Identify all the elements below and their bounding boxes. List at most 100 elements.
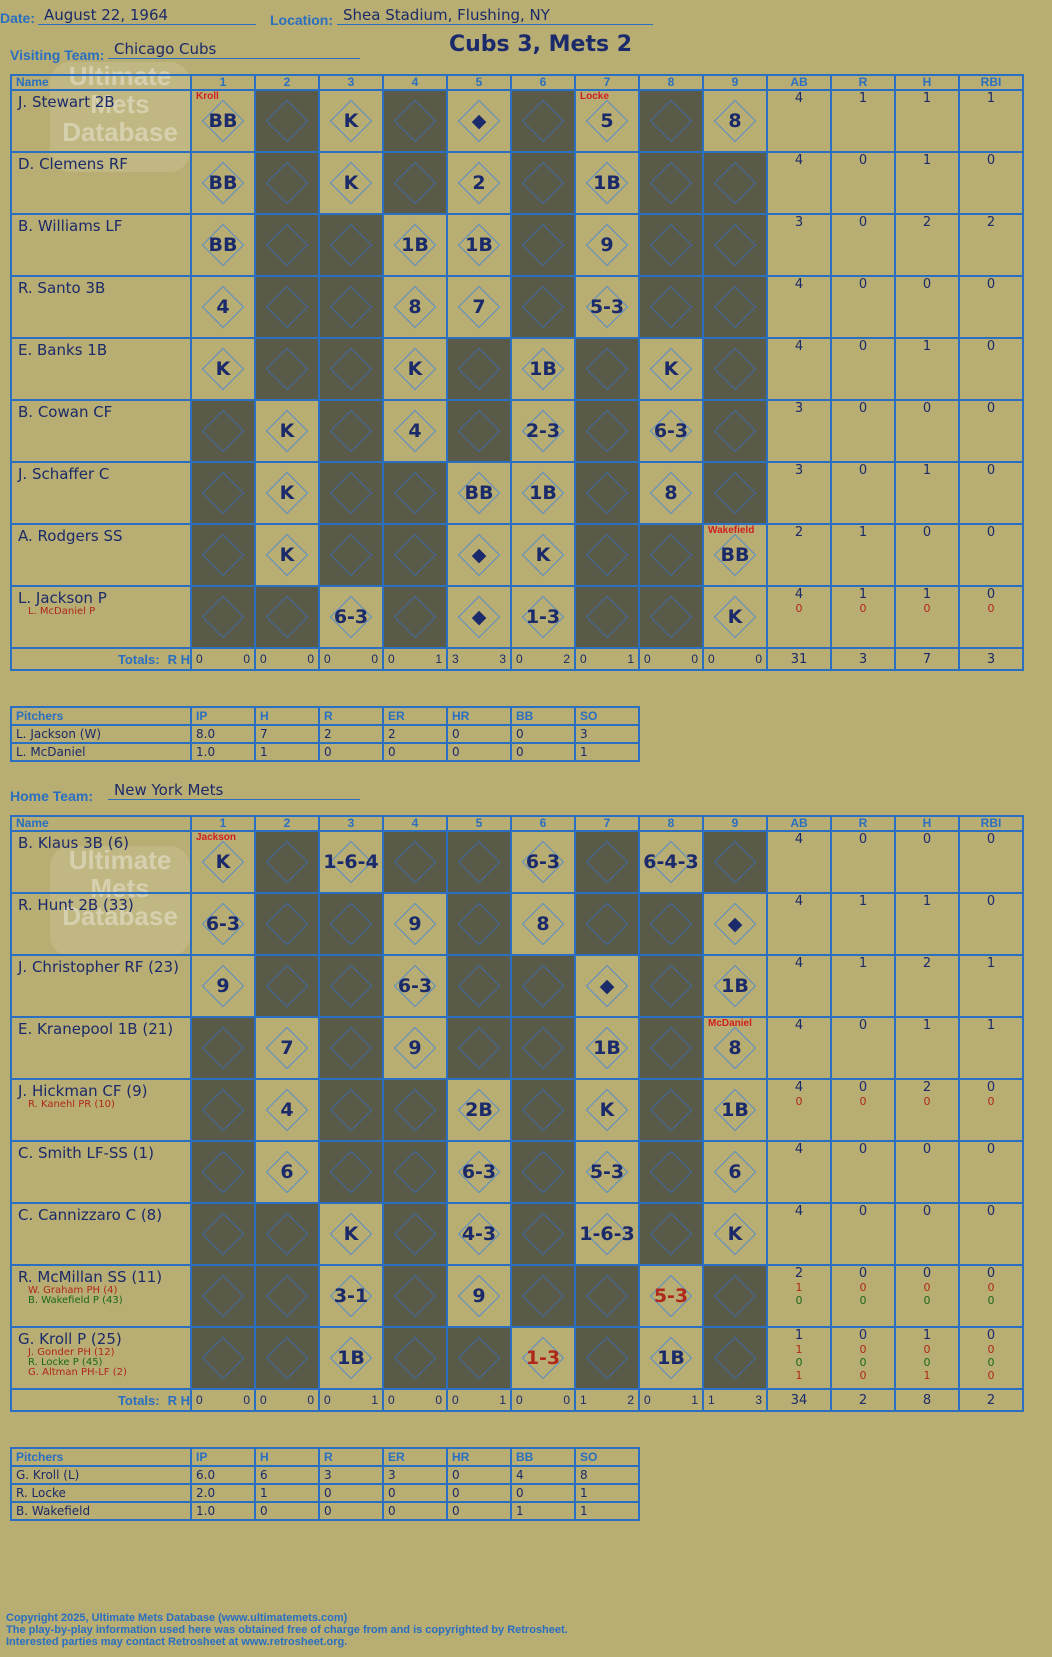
stat-value: 1 xyxy=(858,894,868,909)
base-diamond xyxy=(521,964,565,1008)
substitute-name: L. McDaniel P xyxy=(28,606,96,617)
inning-cell xyxy=(446,1016,512,1080)
inning-cell: 1B xyxy=(446,213,512,277)
base-diamond xyxy=(201,1026,245,1070)
inning-cell xyxy=(638,275,704,339)
inning-cell xyxy=(446,954,512,1018)
inning-cell: K xyxy=(574,1078,640,1142)
pitcher-col-header: IP xyxy=(190,1447,256,1467)
pitcher-stat: 0 xyxy=(510,742,576,762)
stat-ab: 4 xyxy=(766,830,832,894)
batter-name: D. Clemens RF xyxy=(10,151,192,215)
inning-cell xyxy=(318,337,384,401)
stat-value: 0 xyxy=(986,1328,996,1343)
play-result: K xyxy=(727,606,743,628)
inning-cell xyxy=(254,89,320,153)
pitching-change-note: Kroll xyxy=(196,91,219,102)
substitute-name: R. Locke P (45) xyxy=(28,1357,103,1368)
pitcher-stat: 2.0 xyxy=(190,1483,256,1503)
inning-hits: 1 xyxy=(499,1393,506,1407)
stat-value: 0 xyxy=(858,215,868,230)
inning-hits: 3 xyxy=(755,1393,762,1407)
inning-runs: 0 xyxy=(260,652,267,666)
batter-name: B. Klaus 3B (6) xyxy=(10,830,192,894)
stat-value: 2 xyxy=(794,1266,804,1281)
pitcher-stat: 1 xyxy=(254,742,320,762)
stat-value: 0 xyxy=(858,1142,868,1157)
inning-cell xyxy=(254,337,320,401)
sub-stat-value: 0 xyxy=(859,1281,867,1294)
inning-cell xyxy=(318,1140,384,1204)
inning-cell xyxy=(574,830,640,894)
stat-h: 1 xyxy=(894,892,960,956)
play-result: 6 xyxy=(728,1161,742,1183)
pitcher-stat: 0 xyxy=(254,1501,320,1521)
inning-cell xyxy=(510,1016,576,1080)
play-result: K xyxy=(599,1099,615,1121)
base-diamond xyxy=(521,161,565,205)
substitute-name: J. Gonder PH (12) xyxy=(28,1347,115,1358)
inning-cell xyxy=(574,399,640,463)
pitcher-stat: 0 xyxy=(318,1483,384,1503)
inning-cell xyxy=(638,89,704,153)
play-result: 9 xyxy=(216,975,230,997)
base-diamond xyxy=(201,1274,245,1318)
stat-value: 1 xyxy=(922,463,932,478)
stat-value: 3 xyxy=(794,463,804,478)
total-stat: 3 xyxy=(958,647,1024,671)
stat-value: 4 xyxy=(794,1142,804,1157)
stat-h: 0 xyxy=(894,830,960,894)
inning-cell xyxy=(190,1264,256,1328)
pitching-change-note: Locke xyxy=(580,91,609,102)
stat-h: 1 xyxy=(894,461,960,525)
base-diamond xyxy=(393,1274,437,1318)
col-header: 3 xyxy=(318,815,384,832)
inning-hits: 0 xyxy=(307,652,314,666)
player-name: L. Jackson P xyxy=(18,589,107,607)
inning-cell xyxy=(510,213,576,277)
stat-h: 2 xyxy=(894,213,960,277)
base-diamond xyxy=(265,1274,309,1318)
stat-rbi: 0 xyxy=(958,461,1024,525)
stat-value: 2 xyxy=(922,1080,932,1095)
stat-value: 4 xyxy=(794,894,804,909)
batter-row: L. Jackson P L. McDaniel P 6-3 ◆ 1-3 K 4 0 1 0 1 0 0… xyxy=(10,585,1024,649)
inning-cell: K xyxy=(254,461,320,525)
base-diamond xyxy=(201,1336,245,1380)
pitcher-stat: L. McDaniel xyxy=(10,742,192,762)
play-result: K xyxy=(727,1223,743,1245)
player-name: J. Hickman CF (9) xyxy=(18,1082,148,1100)
pitcher-stat: 0 xyxy=(510,724,576,744)
inning-runs: 0 xyxy=(196,1393,203,1407)
batter-row: J. Hickman CF (9) R. Kanehl PR (10) 4 2B K 1B… xyxy=(10,1078,1024,1142)
stat-h: 1 xyxy=(894,1016,960,1080)
base-diamond xyxy=(521,99,565,143)
inning-runs: 0 xyxy=(388,652,395,666)
base-diamond xyxy=(329,1150,373,1194)
play-result: BB xyxy=(464,482,494,504)
pitcher-col-header: Pitchers xyxy=(10,1447,192,1467)
pitcher-stat: 0 xyxy=(382,1501,448,1521)
inning-cell: 6-3 xyxy=(638,399,704,463)
inning-cell: 1B xyxy=(574,151,640,215)
player-name: C. Smith LF-SS (1) xyxy=(18,1144,154,1162)
stat-rbi: 0 xyxy=(958,523,1024,587)
visiting-team-label: Visiting Team: xyxy=(10,47,105,63)
stat-value: 4 xyxy=(794,587,804,602)
base-diamond xyxy=(457,347,501,391)
sub-stat-value: 0 xyxy=(923,1294,931,1307)
play-result: 1-3 xyxy=(525,1347,561,1369)
inning-cell xyxy=(382,523,448,587)
stat-value: 1 xyxy=(858,91,868,106)
stat-value: 0 xyxy=(986,463,996,478)
inning-cell: 1-3 xyxy=(510,1326,576,1390)
visitors-scorecard: Name 1 2 3 4 5 6 7 8 9 AB R H RBI J. Stewart 2B BB Kroll… xyxy=(10,74,1024,671)
inning-hits: 3 xyxy=(499,652,506,666)
play-result: 6-3 xyxy=(461,1161,497,1183)
inning-cell xyxy=(702,1326,768,1390)
inning-cell: 8 xyxy=(638,461,704,525)
